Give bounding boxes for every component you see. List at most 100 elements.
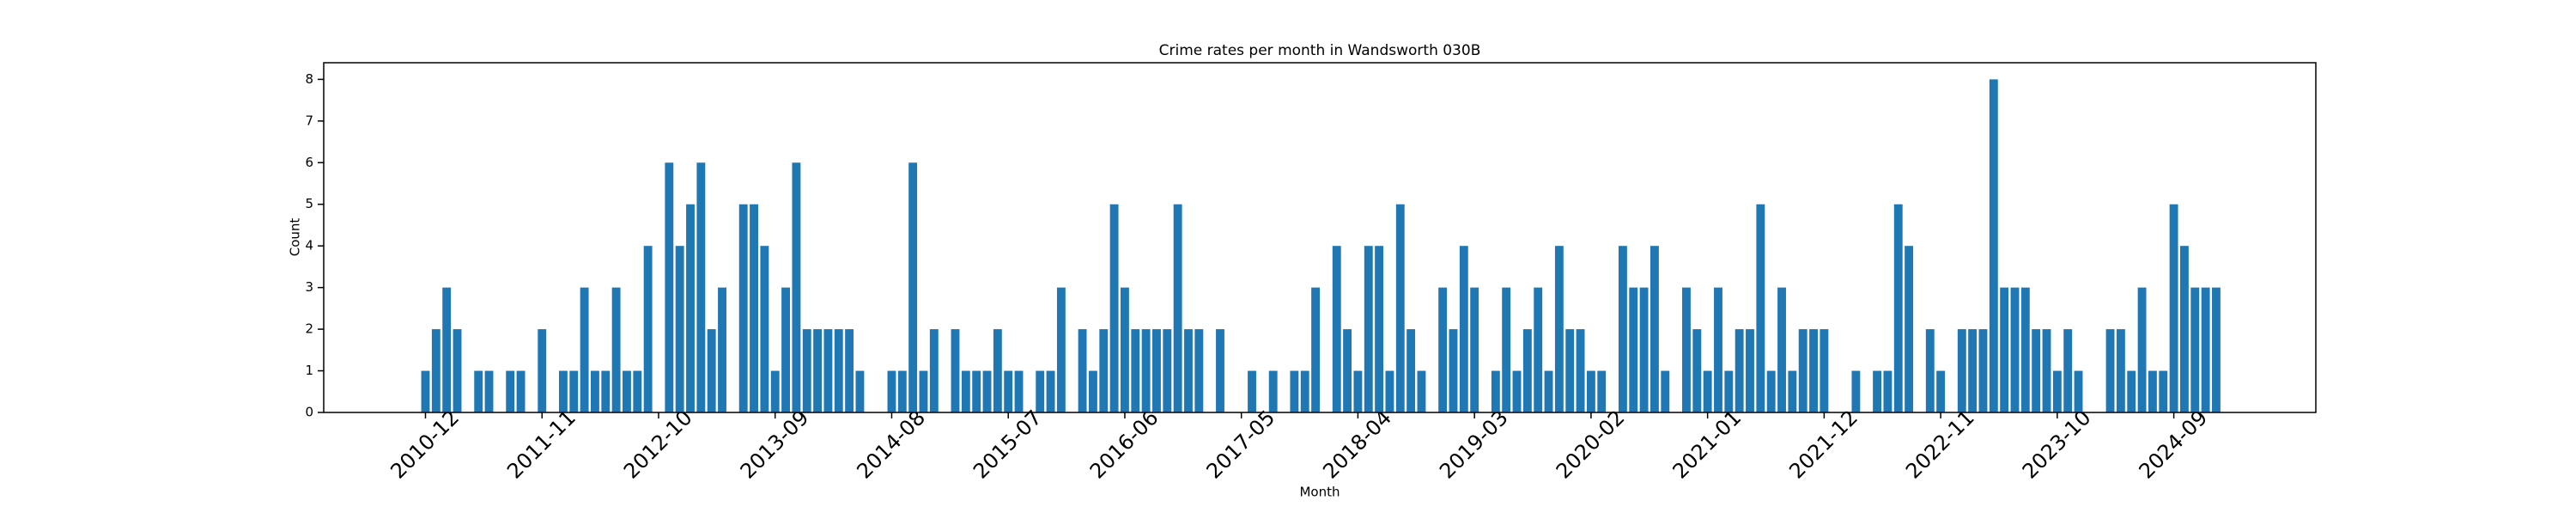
bar [1343, 329, 1352, 412]
bar [569, 370, 579, 412]
bar [1735, 329, 1744, 412]
bar [2180, 246, 2189, 412]
bar [2020, 287, 2030, 412]
bar [1385, 370, 1394, 412]
bar [1597, 370, 1607, 412]
bar [2042, 329, 2051, 412]
bar [1417, 370, 1426, 412]
bar [1004, 370, 1013, 412]
bar [665, 162, 674, 413]
bar [1046, 370, 1055, 412]
bar [1629, 287, 1638, 412]
bar [908, 162, 918, 413]
bar [1470, 287, 1479, 412]
bar [1078, 329, 1087, 412]
bar [929, 329, 939, 412]
bar [1534, 287, 1543, 412]
bar [1395, 204, 1405, 412]
bar [1809, 329, 1818, 412]
bar [1216, 329, 1224, 412]
bar [1682, 287, 1691, 412]
bar [1746, 329, 1754, 412]
bar [1851, 370, 1861, 412]
bar [1248, 370, 1256, 412]
bar [792, 162, 801, 413]
bar [1692, 329, 1702, 412]
bar [1724, 370, 1734, 412]
bar [2010, 287, 2020, 412]
bar [431, 329, 440, 412]
bar [633, 370, 642, 412]
y-tick-label: 2 [305, 321, 313, 337]
bar [1661, 370, 1670, 412]
bar [1565, 329, 1575, 412]
x-axis-label: Month [1299, 485, 1340, 500]
bar [1194, 329, 1204, 412]
bar [961, 370, 970, 412]
bar [1544, 370, 1553, 412]
bar [1522, 329, 1532, 412]
bar [601, 370, 611, 412]
bar [516, 370, 526, 412]
bar [770, 370, 780, 412]
bar [1586, 370, 1595, 412]
bar [1406, 329, 1416, 412]
y-tick-label: 5 [305, 196, 313, 211]
bar [750, 204, 758, 412]
bar [1459, 246, 1468, 412]
bar [1957, 329, 1966, 412]
bar [982, 370, 992, 412]
bar [2105, 329, 2115, 412]
bar [1766, 370, 1776, 412]
bar [1491, 370, 1500, 412]
bar [834, 329, 843, 412]
bar [1300, 370, 1309, 412]
bar [623, 370, 631, 412]
bar [707, 329, 716, 412]
bar [1650, 246, 1659, 412]
bar [580, 287, 589, 412]
bar [506, 370, 515, 412]
bar [1925, 329, 1935, 412]
bar [2063, 329, 2073, 412]
bar [1883, 370, 1893, 412]
bar [1056, 287, 1066, 412]
bar [845, 329, 854, 412]
bar [718, 287, 726, 412]
bar [1088, 370, 1097, 412]
bar [1714, 287, 1722, 412]
bar [1502, 287, 1511, 412]
bar [611, 287, 621, 412]
chart-title: Crime rates per month in Wandsworth 030B [1159, 42, 1481, 59]
bar [802, 329, 811, 412]
bar [1703, 370, 1712, 412]
bar [1121, 287, 1129, 412]
bar [897, 370, 907, 412]
bar [1163, 329, 1172, 412]
bar [538, 329, 547, 412]
bar [781, 287, 790, 412]
bar [951, 329, 960, 412]
bar [442, 287, 452, 412]
bar [1639, 287, 1649, 412]
bar [2127, 370, 2136, 412]
bar [887, 370, 896, 412]
bar [1820, 329, 1829, 412]
bar [1311, 287, 1320, 412]
bar [1873, 370, 1882, 412]
bar [1099, 329, 1109, 412]
bar [696, 162, 706, 413]
bar [1576, 329, 1585, 412]
bar [675, 246, 684, 412]
bar [643, 246, 653, 412]
bar [823, 329, 833, 412]
y-tick-label: 7 [305, 113, 313, 128]
bar [1109, 204, 1119, 412]
bar [2190, 287, 2200, 412]
y-tick-label: 1 [305, 363, 313, 378]
y-tick-label: 3 [305, 279, 313, 295]
bar [1756, 204, 1765, 412]
bar [1014, 370, 1024, 412]
bar [1131, 329, 1140, 412]
